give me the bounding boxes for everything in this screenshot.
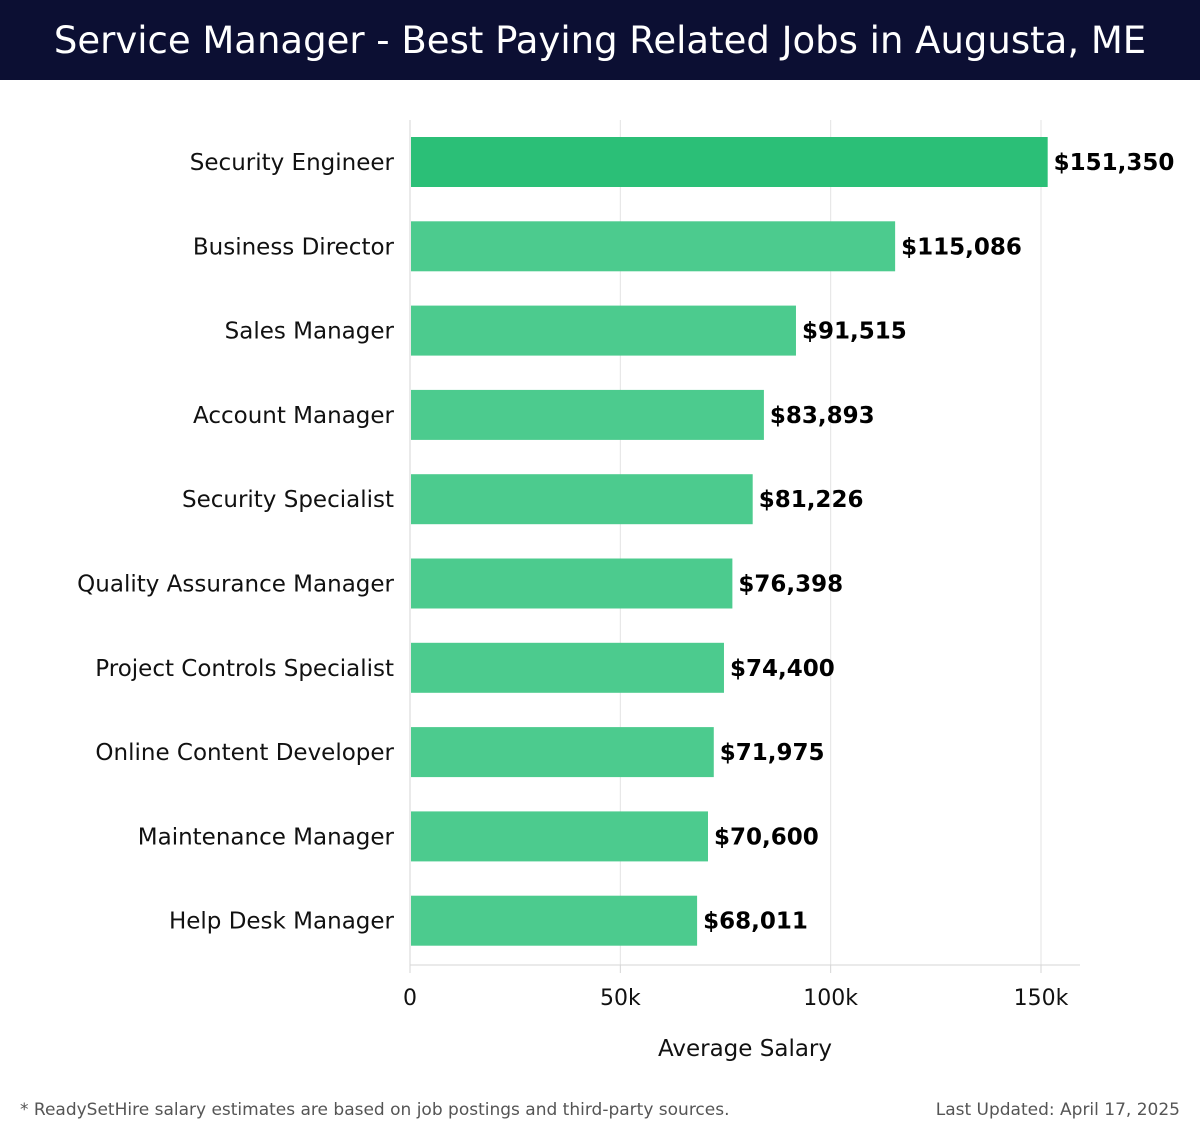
bar xyxy=(411,727,714,778)
bar-chart: 0 50k 100k 150k Average Salary Security Engin… xyxy=(77,120,1175,1062)
data-label: $81,226 xyxy=(759,487,864,513)
category-label: Project Controls Specialist xyxy=(95,656,394,682)
data-label: $83,893 xyxy=(770,403,875,429)
chart-title: Service Manager - Best Paying Related Jo… xyxy=(53,18,1147,62)
x-tick-label: 100k xyxy=(803,986,858,1011)
x-tick-label: 150k xyxy=(1014,986,1069,1011)
bar xyxy=(411,895,698,946)
chart-header: Service Manager - Best Paying Related Jo… xyxy=(0,0,1200,80)
bar xyxy=(411,642,724,693)
x-tick-label: 50k xyxy=(600,986,641,1011)
bar xyxy=(411,811,708,862)
bar xyxy=(411,137,1048,187)
category-label: Help Desk Manager xyxy=(169,909,395,935)
bar xyxy=(411,474,753,525)
bar xyxy=(411,221,896,272)
category-label: Security Specialist xyxy=(182,487,394,513)
footnote: * ReadySetHire salary estimates are base… xyxy=(20,1100,730,1120)
category-label: Business Director xyxy=(193,234,395,260)
bar xyxy=(411,389,764,440)
data-label: $74,400 xyxy=(730,656,835,682)
data-label: $115,086 xyxy=(901,234,1022,260)
category-label: Online Content Developer xyxy=(95,740,394,766)
data-label: $68,011 xyxy=(703,909,808,935)
category-label: Quality Assurance Manager xyxy=(77,572,394,598)
category-label: Sales Manager xyxy=(225,319,395,345)
data-label: $70,600 xyxy=(714,824,819,850)
bar xyxy=(411,558,733,609)
data-label: $91,515 xyxy=(802,319,907,345)
data-label: $71,975 xyxy=(720,740,825,766)
category-label: Security Engineer xyxy=(190,150,395,176)
category-label: Maintenance Manager xyxy=(138,824,395,850)
x-tick-label: 0 xyxy=(403,986,417,1011)
category-label: Account Manager xyxy=(193,403,395,429)
x-axis-label: Average Salary xyxy=(658,1036,832,1062)
data-label: $151,350 xyxy=(1054,150,1175,176)
data-label: $76,398 xyxy=(738,572,843,598)
bar xyxy=(411,305,796,356)
last-updated: Last Updated: April 17, 2025 xyxy=(935,1100,1180,1120)
